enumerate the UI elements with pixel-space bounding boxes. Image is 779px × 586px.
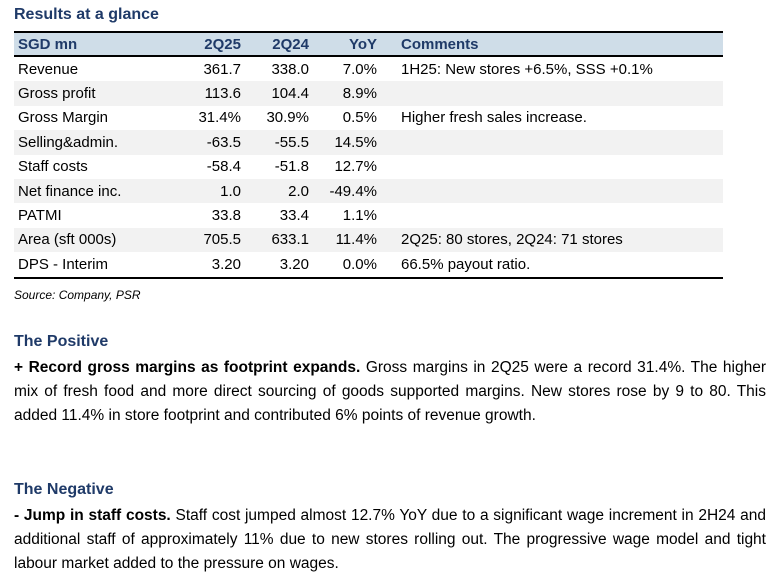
cell-2q24: -51.8 [274, 158, 309, 176]
cell-comment: 2Q25: 80 stores, 2Q24: 71 stores [381, 227, 723, 253]
positive-lead: + Record gross margins as footprint expa… [14, 359, 361, 376]
cell-comment [381, 178, 723, 204]
positive-body: Gross margins in 2Q25 were a record 31.4… [14, 359, 766, 424]
table-row: DPS - Interim 3.20 3.20 0.0% 66.5% payout ra… [14, 252, 723, 279]
table-row: Selling&admin. -63.5 -55.5 14.5% [14, 130, 723, 155]
row-label: Net finance inc. [14, 178, 177, 204]
row-label: DPS - Interim [14, 252, 177, 279]
source-note: Source: Company, PSR [14, 288, 141, 302]
table-row: Net finance inc. 1.0 2.0 -49.4% [14, 178, 723, 204]
cell-comment: 66.5% payout ratio. [381, 252, 723, 279]
cell-yoy: 0.0% [313, 252, 381, 279]
header-comments: Comments [381, 31, 723, 57]
cell-yoy: 14.5% [313, 130, 381, 155]
positive-paragraph: + Record gross margins as footprint expa… [14, 356, 766, 428]
cell-yoy: 8.9% [313, 81, 381, 106]
cell-2q25: 31.4% [198, 109, 241, 127]
header-2q24: 2Q24 [245, 31, 313, 57]
cell-yoy: 11.4% [313, 227, 381, 253]
cell-2q24: 30.9% [266, 109, 309, 127]
cell-yoy: 0.5% [342, 109, 377, 127]
cell-2q25: -58.4 [206, 158, 241, 176]
cell-2q24: 3.20 [245, 252, 313, 279]
negative-paragraph: - Jump in staff costs. Staff cost jumped… [14, 504, 766, 576]
row-label: Area (sft 000s) [14, 227, 177, 253]
cell-2q24: 338.0 [271, 60, 309, 78]
cell-2q24: 33.4 [279, 207, 309, 225]
cell-yoy: 12.7% [334, 158, 377, 176]
cell-comment [381, 81, 723, 106]
cell-comment: Higher fresh sales increase. [401, 109, 587, 127]
row-label: Gross Margin [18, 109, 109, 127]
table-row: Area (sft 000s) 705.5 633.1 11.4% 2Q25: 80 s… [14, 227, 723, 253]
cell-2q25: 1.0 [177, 178, 245, 204]
cell-2q25: 113.6 [177, 81, 245, 106]
row-label: Staff costs [18, 158, 88, 176]
cell-comment [381, 130, 723, 155]
cell-2q25: 33.8 [211, 207, 241, 225]
page-title: Results at a glance [14, 6, 159, 23]
positive-heading: The Positive [14, 333, 109, 350]
cell-comment: 1H25: New stores +6.5%, SSS +0.1% [401, 60, 653, 78]
table-row: Gross profit 113.6 104.4 8.9% [14, 81, 723, 106]
table-row: Revenue 361.7 338.0 7.0% 1H25: New stores +6… [14, 56, 723, 81]
cell-yoy: 1.1% [342, 207, 377, 225]
negative-body: Staff cost jumped almost 12.7% YoY due t… [14, 507, 766, 572]
negative-lead: - Jump in staff costs. [14, 507, 171, 524]
row-label: PATMI [18, 207, 62, 225]
cell-yoy: 7.0% [342, 60, 377, 78]
results-table: SGD mn 2Q25 2Q24 YoY Comments Revenue 361… [14, 31, 723, 279]
cell-2q24: 104.4 [245, 81, 313, 106]
table-row: Gross Margin 31.4% 30.9% 0.5% Higher fresh s… [14, 106, 723, 130]
row-label: Selling&admin. [14, 130, 177, 155]
table-row: PATMI 33.8 33.4 1.1% [14, 203, 723, 227]
cell-comment [381, 203, 723, 227]
header-2q25: 2Q25 [177, 31, 245, 57]
table-row: Staff costs -58.4 -51.8 12.7% [14, 155, 723, 179]
cell-2q25: 705.5 [177, 227, 245, 253]
row-label: Revenue [18, 60, 79, 78]
cell-2q24: 2.0 [245, 178, 313, 204]
negative-heading: The Negative [14, 481, 114, 498]
cell-2q25: -63.5 [177, 130, 245, 155]
row-label: Gross profit [14, 81, 177, 106]
cell-2q24: 633.1 [245, 227, 313, 253]
cell-2q24: -55.5 [245, 130, 313, 155]
header-yoy: YoY [313, 31, 381, 57]
table-header-row: SGD mn 2Q25 2Q24 YoY Comments [14, 31, 723, 57]
cell-2q25: 3.20 [177, 252, 245, 279]
header-sgd-mn: SGD mn [14, 31, 177, 57]
cell-2q25: 361.7 [203, 60, 241, 78]
cell-yoy: -49.4% [313, 178, 381, 204]
cell-comment [381, 155, 723, 179]
